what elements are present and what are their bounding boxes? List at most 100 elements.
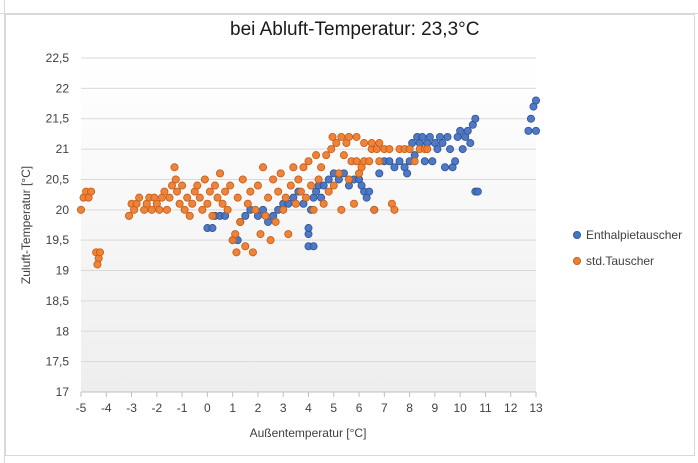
data-point [329,181,338,190]
data-point [471,114,480,123]
data-point [87,187,96,196]
data-point [473,187,482,196]
data-point [147,205,156,214]
data-point [375,157,384,166]
data-point [93,260,102,269]
data-point [208,224,217,233]
data-point [532,126,541,135]
data-point [289,163,298,172]
data-point [221,187,230,196]
data-point [258,163,267,172]
data-points [77,96,541,269]
data-point [532,96,541,105]
data-point [526,114,535,123]
data-point [178,181,187,190]
data-point [256,230,265,239]
data-point [188,199,197,208]
data-point [304,157,313,166]
data-point [352,132,361,141]
data-point [466,139,475,148]
data-point [155,205,164,214]
series-std-tauscher [77,132,432,269]
data-point [328,132,337,141]
y-tick-label: 19 [56,264,70,278]
data-point [233,193,242,202]
data-point [349,199,358,208]
data-point [284,230,293,239]
legend-label: std.Tauscher [586,254,654,268]
x-tick-label: 9 [432,401,439,415]
data-point [456,126,465,135]
data-point [276,169,285,178]
x-axis-tick-labels: -5 -4 -3 -2 -1 0 1 2 3 4 5 6 7 8 9 10 11 12 13 [76,401,543,415]
x-tick-label: 8 [406,401,413,415]
data-point [367,139,376,148]
y-tick-label: 22,5 [46,51,70,65]
data-point [195,193,204,202]
x-tick-label: 13 [529,401,543,415]
data-point [274,187,283,196]
data-point [395,157,404,166]
data-point [339,151,348,160]
data-point [319,181,328,190]
data-point [286,181,295,190]
legend: Enthalpietauscher std.Tauscher [573,228,682,268]
data-point [218,199,227,208]
legend-marker [573,230,582,239]
data-point [375,169,384,178]
data-point [264,193,273,202]
data-point [365,157,374,166]
y-tick-label: 19,5 [46,233,70,247]
data-point [183,193,192,202]
data-point [403,169,412,178]
data-point [322,151,331,160]
data-point [162,205,171,214]
x-axis-title: Außentemperatur [°C] [250,426,367,440]
x-tick-label: 0 [204,401,211,415]
data-point [296,187,305,196]
x-tick-label: -1 [177,401,188,415]
y-axis-title: Zuluft-Temperatur [°C] [19,166,33,284]
data-point [180,205,189,214]
data-point [418,132,427,141]
legend-label: Enthalpietauscher [586,228,682,242]
y-tick-label: 20,5 [46,172,70,186]
data-point [524,126,533,135]
data-point [410,157,419,166]
data-point [423,145,432,154]
data-point [167,181,176,190]
x-tick-label: -4 [101,401,112,415]
data-point [433,145,442,154]
data-point [443,132,452,141]
data-point [327,145,336,154]
y-tick-label: 21 [56,142,70,156]
data-point [370,205,379,214]
data-point [175,199,184,208]
data-point [203,199,212,208]
data-point [304,224,313,233]
data-point [165,193,174,202]
data-point [241,211,250,220]
x-tick-label: 7 [381,401,388,415]
y-tick-label: 17 [56,385,70,399]
data-point [309,242,318,251]
x-tick-label: -2 [151,401,162,415]
data-point [198,205,207,214]
data-point [324,175,333,184]
data-point [208,211,217,220]
x-tick-label: -5 [76,401,87,415]
data-point [232,248,241,257]
data-point [301,193,310,202]
data-point [253,181,262,190]
data-point [385,157,394,166]
data-point [281,193,290,202]
x-tick-label: 5 [330,401,337,415]
data-point [231,230,240,239]
data-point [246,187,255,196]
data-point [438,139,447,148]
data-point [95,248,104,257]
data-point [266,236,275,245]
data-point [226,181,235,190]
y-tick-label: 21,5 [46,112,70,126]
